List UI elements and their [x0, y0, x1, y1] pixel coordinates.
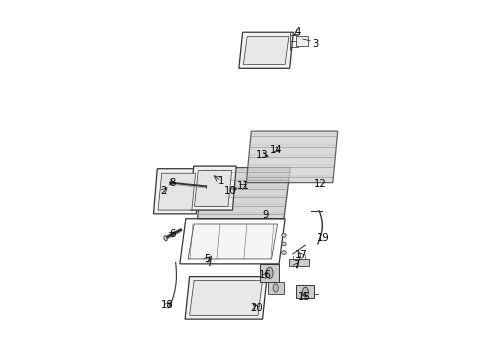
Polygon shape — [238, 32, 293, 68]
Polygon shape — [189, 280, 262, 315]
Ellipse shape — [266, 267, 272, 279]
Ellipse shape — [281, 233, 285, 237]
Polygon shape — [197, 168, 290, 219]
Ellipse shape — [281, 242, 285, 246]
Ellipse shape — [281, 251, 285, 255]
Text: 5: 5 — [204, 254, 210, 264]
Polygon shape — [158, 173, 195, 210]
Polygon shape — [267, 282, 284, 294]
Text: 17: 17 — [295, 250, 307, 260]
Polygon shape — [153, 169, 200, 214]
Text: 3: 3 — [311, 39, 318, 49]
Polygon shape — [296, 285, 313, 298]
Text: 11: 11 — [237, 181, 249, 191]
Text: 8: 8 — [169, 177, 175, 188]
Text: 7: 7 — [293, 260, 299, 270]
Text: 2: 2 — [160, 186, 166, 196]
Text: 15: 15 — [297, 292, 310, 302]
Text: 18: 18 — [161, 300, 173, 310]
Polygon shape — [288, 259, 308, 266]
Text: 4: 4 — [294, 27, 301, 37]
Text: 13: 13 — [256, 150, 268, 160]
Text: 1: 1 — [218, 176, 224, 186]
Text: 9: 9 — [262, 210, 268, 220]
Polygon shape — [194, 171, 231, 206]
Text: 14: 14 — [269, 145, 282, 155]
Polygon shape — [296, 36, 307, 46]
Polygon shape — [243, 37, 288, 64]
Polygon shape — [260, 264, 279, 282]
Text: 10: 10 — [224, 186, 236, 196]
Text: 16: 16 — [258, 270, 271, 280]
Text: 19: 19 — [316, 233, 329, 243]
Text: 20: 20 — [250, 303, 263, 313]
Polygon shape — [246, 131, 337, 183]
Polygon shape — [188, 224, 277, 259]
Text: 12: 12 — [313, 179, 326, 189]
Ellipse shape — [272, 284, 278, 292]
Polygon shape — [190, 166, 236, 210]
Ellipse shape — [302, 287, 308, 297]
Polygon shape — [185, 276, 266, 319]
Text: 6: 6 — [169, 229, 175, 239]
Ellipse shape — [163, 236, 167, 241]
